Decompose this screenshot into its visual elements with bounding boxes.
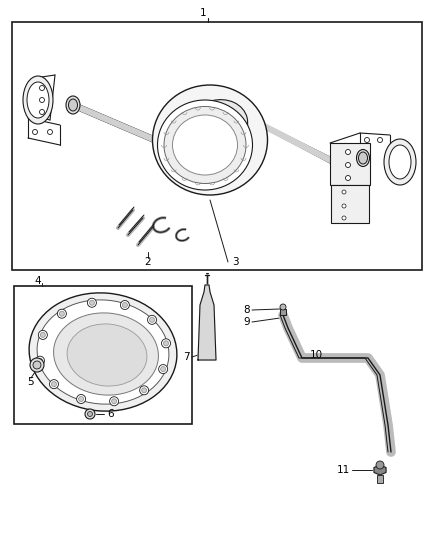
Ellipse shape: [188, 100, 248, 150]
Circle shape: [376, 461, 384, 469]
Ellipse shape: [158, 100, 252, 190]
Bar: [330, 143, 370, 185]
Ellipse shape: [358, 152, 367, 164]
Ellipse shape: [27, 82, 49, 118]
Circle shape: [159, 365, 168, 374]
Text: 9: 9: [244, 317, 250, 327]
Text: 6: 6: [107, 409, 113, 419]
Circle shape: [122, 303, 127, 308]
Ellipse shape: [164, 107, 246, 183]
Circle shape: [85, 409, 95, 419]
Circle shape: [364, 138, 370, 142]
Circle shape: [346, 163, 350, 167]
Bar: [280, 309, 286, 315]
Circle shape: [32, 130, 38, 134]
Bar: [377, 475, 383, 483]
Ellipse shape: [389, 145, 411, 179]
Circle shape: [89, 300, 94, 305]
Circle shape: [88, 411, 92, 416]
Text: 5: 5: [28, 377, 34, 387]
Bar: [331, 185, 369, 223]
Circle shape: [39, 98, 45, 102]
Circle shape: [78, 397, 84, 401]
Ellipse shape: [200, 115, 230, 141]
Text: 4: 4: [35, 276, 41, 286]
Circle shape: [40, 333, 46, 337]
Circle shape: [140, 386, 148, 395]
Circle shape: [47, 130, 53, 134]
Ellipse shape: [37, 300, 169, 404]
Circle shape: [346, 149, 350, 155]
Circle shape: [120, 301, 129, 310]
Text: 7: 7: [184, 352, 190, 362]
Circle shape: [342, 190, 346, 194]
Circle shape: [60, 311, 64, 316]
Circle shape: [33, 361, 41, 369]
Text: 11: 11: [337, 465, 350, 475]
Circle shape: [112, 399, 117, 403]
Text: 10: 10: [310, 350, 323, 360]
Circle shape: [52, 382, 57, 386]
Circle shape: [39, 330, 47, 340]
Text: 1: 1: [200, 8, 206, 18]
Ellipse shape: [173, 115, 237, 175]
Text: 3: 3: [232, 257, 239, 267]
Ellipse shape: [29, 293, 177, 411]
Polygon shape: [374, 465, 386, 475]
Bar: [14, 286, 192, 424]
Circle shape: [39, 85, 45, 91]
Ellipse shape: [66, 96, 80, 114]
Ellipse shape: [152, 85, 268, 195]
Circle shape: [162, 339, 170, 348]
Circle shape: [149, 317, 155, 322]
Circle shape: [49, 379, 59, 389]
Ellipse shape: [68, 99, 78, 111]
Circle shape: [346, 175, 350, 181]
Bar: [12, 22, 422, 270]
Ellipse shape: [67, 324, 147, 386]
Circle shape: [163, 341, 169, 346]
Text: 8: 8: [244, 305, 250, 315]
Circle shape: [280, 304, 286, 310]
Circle shape: [35, 356, 45, 365]
Circle shape: [148, 316, 156, 325]
Circle shape: [30, 358, 44, 372]
Circle shape: [161, 367, 166, 372]
Circle shape: [342, 204, 346, 208]
Polygon shape: [198, 285, 216, 360]
Circle shape: [141, 388, 147, 393]
Text: 2: 2: [145, 257, 151, 267]
Ellipse shape: [53, 313, 159, 395]
Circle shape: [77, 394, 85, 403]
Circle shape: [110, 397, 119, 406]
Circle shape: [378, 138, 382, 142]
Ellipse shape: [384, 139, 416, 185]
Circle shape: [39, 109, 45, 115]
Circle shape: [342, 216, 346, 220]
Circle shape: [38, 358, 42, 363]
Circle shape: [57, 309, 67, 318]
Circle shape: [88, 298, 96, 307]
Ellipse shape: [23, 76, 53, 124]
Ellipse shape: [357, 149, 370, 166]
